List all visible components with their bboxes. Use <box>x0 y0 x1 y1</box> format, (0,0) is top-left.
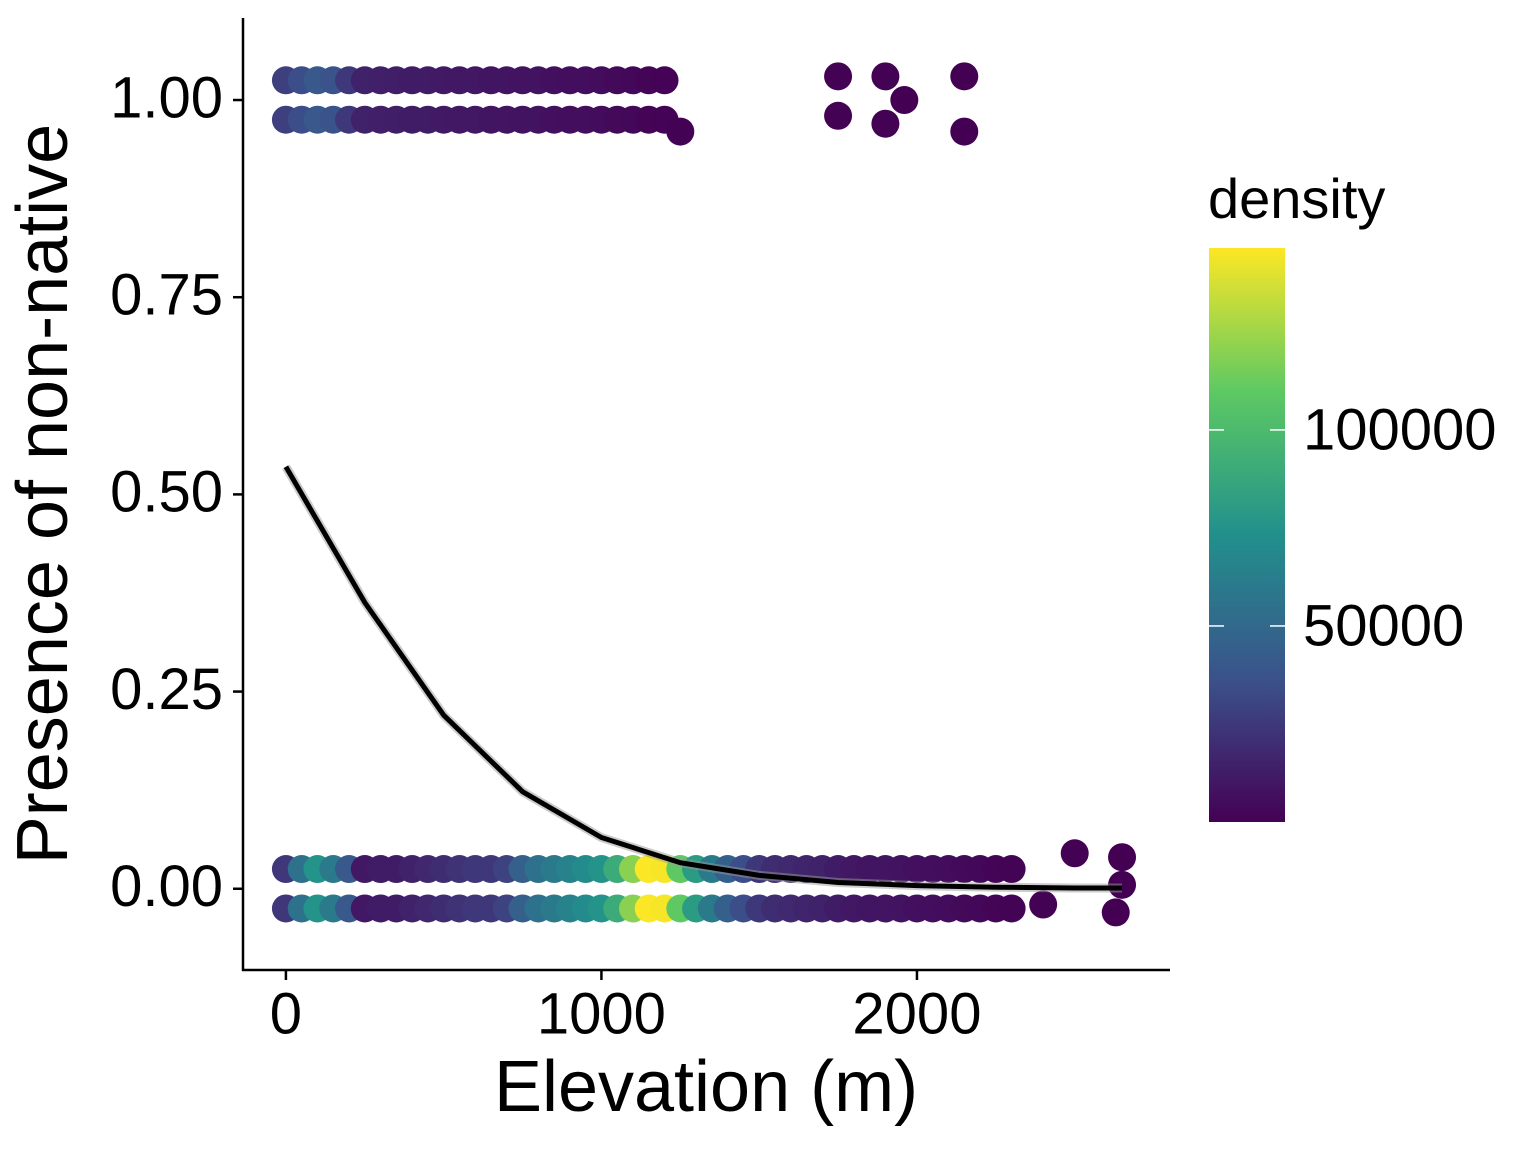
colorbar-label: 100000 <box>1303 397 1497 462</box>
x-tick-label: 0 <box>270 981 302 1046</box>
fit-line <box>283 465 1122 891</box>
legend-title: density <box>1208 167 1385 230</box>
point <box>1108 843 1137 872</box>
point <box>1029 890 1058 919</box>
y-axis-title: Presence of non-native <box>3 124 83 864</box>
colorbar-label: 50000 <box>1303 593 1464 658</box>
y-tick-label: 0.50 <box>110 460 223 525</box>
y-tick-label: 0.25 <box>110 657 223 722</box>
point <box>824 101 853 130</box>
point <box>950 62 979 91</box>
y-tick-label: 0.75 <box>110 263 223 328</box>
point <box>997 894 1026 923</box>
point <box>1060 839 1089 868</box>
y-tick-label: 1.00 <box>110 65 223 130</box>
point <box>997 855 1026 884</box>
x-tick-label: 1000 <box>537 981 666 1046</box>
points <box>271 62 1137 927</box>
point <box>890 86 919 115</box>
point <box>950 117 979 146</box>
fit-ribbon <box>282 464 1122 893</box>
point <box>666 117 695 146</box>
point <box>871 109 900 138</box>
point <box>824 62 853 91</box>
point <box>650 66 679 95</box>
x-tick-label: 2000 <box>852 981 981 1046</box>
x-axis-title: Elevation (m) <box>494 1047 918 1127</box>
y-tick-label: 0.00 <box>110 854 223 919</box>
point <box>1101 898 1130 927</box>
colorbar <box>1209 248 1285 822</box>
point <box>871 62 900 91</box>
